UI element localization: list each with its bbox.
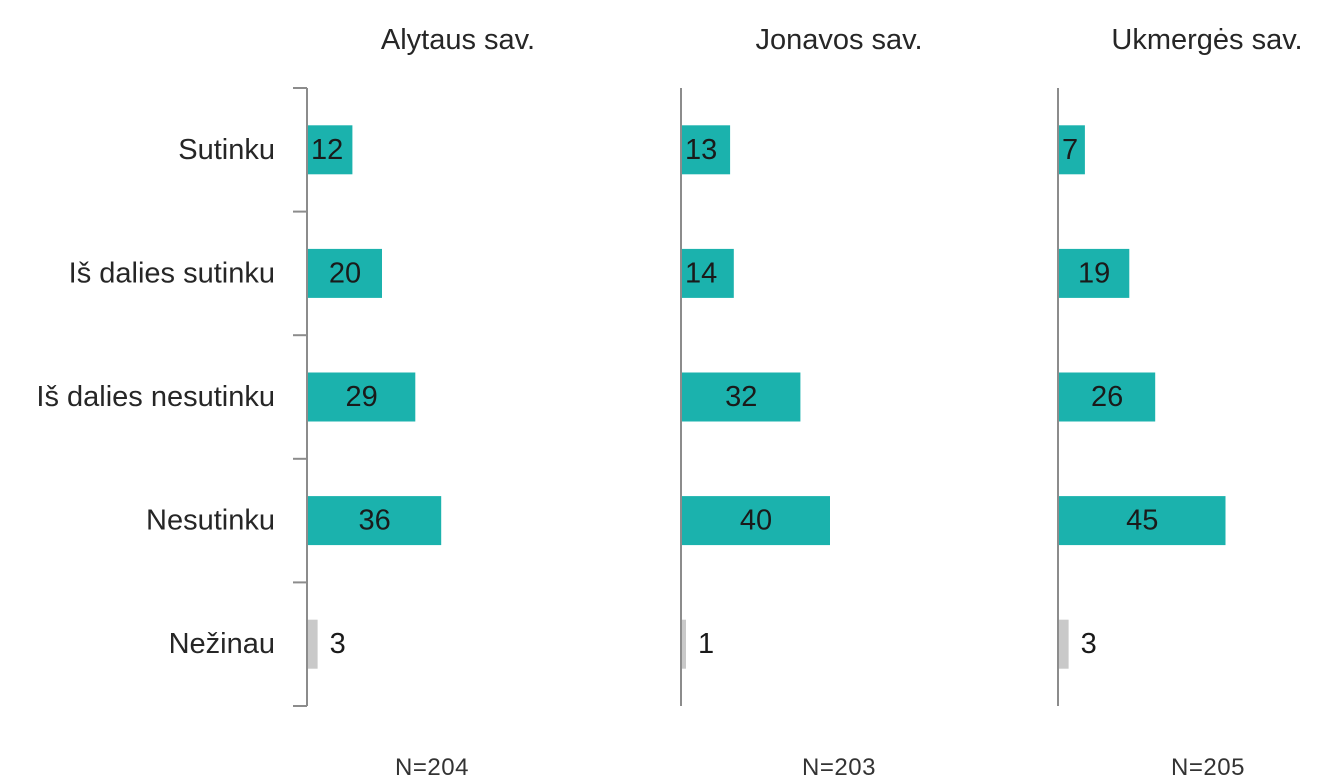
bar-jonavos-sav-is-dalies-sutinku <box>682 248 734 298</box>
bar-jonavos-sav-is-dalies-nesutinku <box>682 372 801 422</box>
value-label-alytaus-sav-is-dalies-sutinku: 20 <box>329 257 361 289</box>
bar-ukmerges-sav-is-dalies-sutinku <box>1059 248 1130 298</box>
panel-ukmerges-sav: Ukmergės sav. 7 19 26 45 3 N=205 <box>1057 24 1303 779</box>
n-label-alytaus-sav: N=204 <box>395 754 469 779</box>
category-label-sutinku: Sutinku <box>178 134 275 166</box>
bar-ukmerges-sav-sutinku <box>1059 125 1085 175</box>
panel-title-jonavos-sav: Jonavos sav. <box>755 24 922 56</box>
value-label-ukmerges-sav-is-dalies-sutinku: 19 <box>1078 257 1110 289</box>
n-label-ukmerges-sav: N=205 <box>1171 754 1245 779</box>
n-label-jonavos-sav: N=203 <box>802 754 876 779</box>
panel-title-alytaus-sav: Alytaus sav. <box>381 24 535 56</box>
value-label-jonavos-sav-nesutinku: 40 <box>740 505 772 537</box>
value-label-ukmerges-sav-nesutinku: 45 <box>1126 505 1158 537</box>
value-label-alytaus-sav-is-dalies-nesutinku: 29 <box>346 381 378 413</box>
bar-ukmerges-sav-is-dalies-nesutinku <box>1059 372 1156 422</box>
value-label-jonavos-sav-is-dalies-nesutinku: 32 <box>725 381 757 413</box>
value-label-ukmerges-sav-is-dalies-nesutinku: 26 <box>1091 381 1123 413</box>
bar-jonavos-sav-sutinku <box>682 125 731 175</box>
panel-alytaus-sav: Alytaus sav. 12 20 29 36 3 N=204 <box>293 24 535 779</box>
bar-ukmerges-sav-nesutinku <box>1059 496 1226 546</box>
value-label-jonavos-sav-nezinau: 1 <box>698 628 714 660</box>
value-label-ukmerges-sav-sutinku: 7 <box>1062 134 1078 166</box>
bar-alytaus-sav-nezinau <box>308 619 318 669</box>
panel-title-ukmerges-sav: Ukmergės sav. <box>1111 24 1302 56</box>
value-label-alytaus-sav-nesutinku: 36 <box>358 505 390 537</box>
value-label-alytaus-sav-sutinku: 12 <box>311 134 343 166</box>
category-label-is-dalies-sutinku: Iš dalies sutinku <box>69 257 275 289</box>
bar-ukmerges-sav-nezinau <box>1059 619 1069 669</box>
category-label-nesutinku: Nesutinku <box>146 505 275 537</box>
value-label-alytaus-sav-nezinau: 3 <box>330 628 346 660</box>
value-label-ukmerges-sav-nezinau: 3 <box>1081 628 1097 660</box>
category-label-is-dalies-nesutinku: Iš dalies nesutinku <box>36 381 275 413</box>
category-label-nezinau: Nežinau <box>169 628 275 660</box>
value-label-jonavos-sav-is-dalies-sutinku: 14 <box>685 257 717 289</box>
bar-alytaus-sav-is-dalies-nesutinku <box>308 372 416 422</box>
value-label-jonavos-sav-sutinku: 13 <box>685 134 717 166</box>
bar-jonavos-sav-nesutinku <box>682 496 830 546</box>
bar-jonavos-sav-nezinau <box>682 619 686 669</box>
panel-jonavos-sav: Jonavos sav. 13 14 32 40 1 N=203 <box>680 24 923 779</box>
bar-alytaus-sav-sutinku <box>308 125 353 175</box>
bar-alytaus-sav-nesutinku <box>308 496 442 546</box>
bar-alytaus-sav-is-dalies-sutinku <box>308 248 382 298</box>
